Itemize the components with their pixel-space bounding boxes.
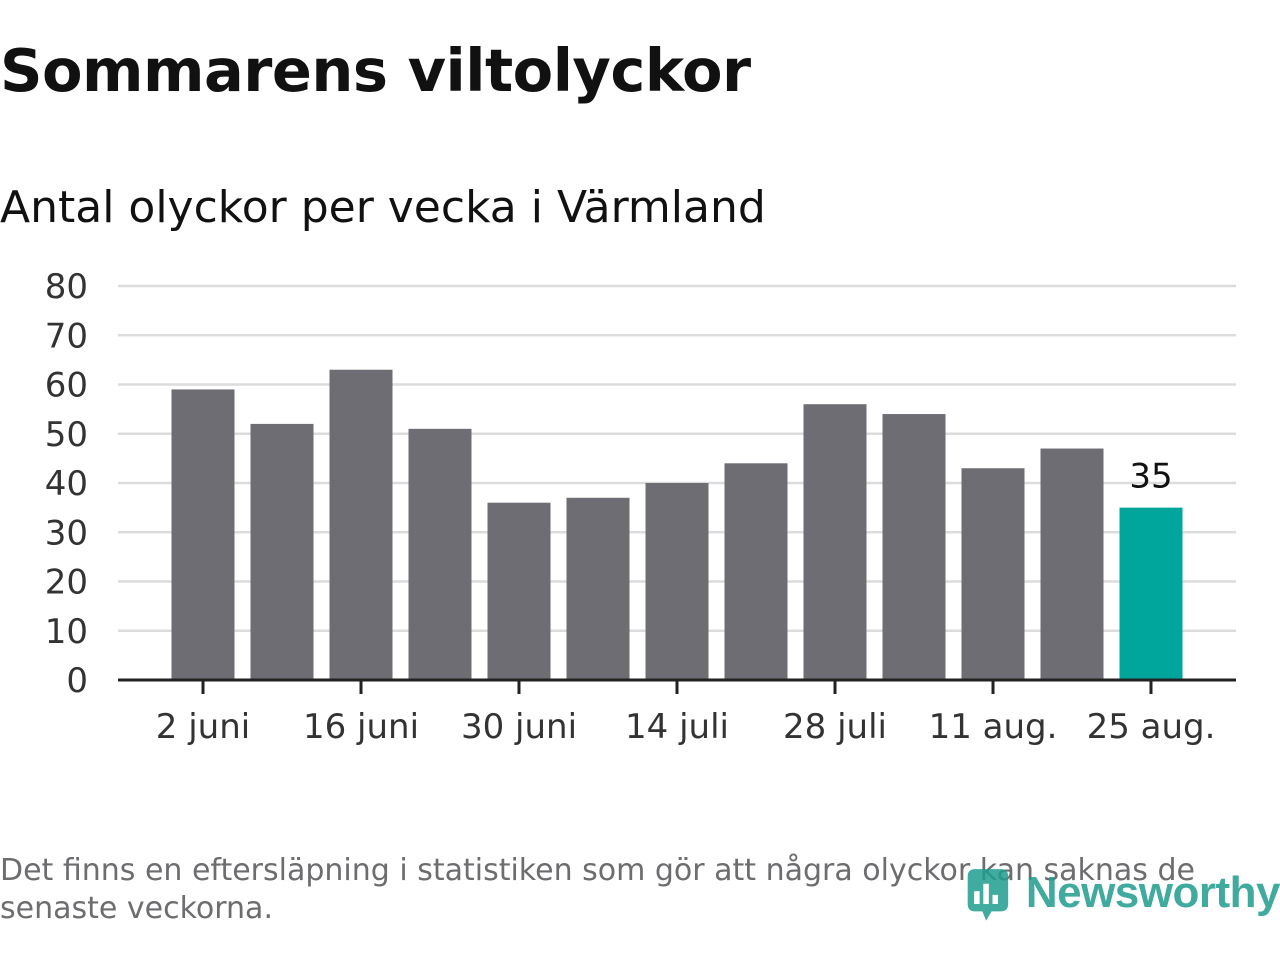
x-tick-label: 30 juni	[461, 707, 577, 747]
y-tick-label: 30	[45, 513, 88, 553]
bar	[645, 483, 709, 680]
axis-layer	[118, 678, 1236, 694]
bar	[487, 502, 551, 680]
logo-text: Newsworthy	[1025, 868, 1280, 917]
bar	[408, 428, 472, 680]
y-tick-label: 70	[45, 316, 88, 356]
x-tick-label: 25 aug.	[1087, 707, 1216, 747]
data-label: 35	[1129, 457, 1172, 497]
y-tick-label: 50	[45, 415, 88, 455]
bar	[1119, 507, 1183, 680]
bar	[329, 369, 393, 680]
y-tick-label: 20	[45, 563, 88, 603]
bar	[250, 423, 314, 680]
chart-title: Sommarens viltolyckor	[0, 36, 751, 105]
bar-chart: 0 10 20 30 40 50 60 70 80 2 juni 16 juni 30 juni 14 …	[45, 267, 1236, 747]
x-tick-label: 11 aug.	[929, 707, 1058, 747]
label-layer: 0 10 20 30 40 50 60 70 80 2 juni 16 juni 30 juni 14 …	[45, 267, 1216, 747]
bar	[566, 497, 630, 680]
x-tick-label: 2 juni	[156, 707, 250, 747]
x-tick-label: 28 juli	[783, 707, 887, 747]
y-tick-label: 80	[45, 267, 88, 307]
y-tick-label: 40	[45, 464, 88, 504]
bar	[803, 404, 867, 680]
chart-subtitle: Antal olyckor per vecka i Värmland	[0, 182, 766, 233]
x-tick-label: 16 juni	[303, 707, 419, 747]
y-tick-label: 0	[66, 661, 88, 701]
bar	[882, 414, 946, 680]
bar	[171, 389, 235, 680]
y-tick-label: 60	[45, 366, 88, 406]
bar	[961, 468, 1025, 680]
newsworthy-logo: Newsworthy	[964, 858, 1280, 928]
bar	[724, 463, 788, 680]
x-tick-label: 14 juli	[625, 707, 729, 747]
bar	[1040, 448, 1104, 680]
bar-layer	[171, 369, 1183, 680]
y-tick-label: 10	[45, 612, 88, 652]
bar-chart-speech-icon	[967, 869, 1009, 921]
